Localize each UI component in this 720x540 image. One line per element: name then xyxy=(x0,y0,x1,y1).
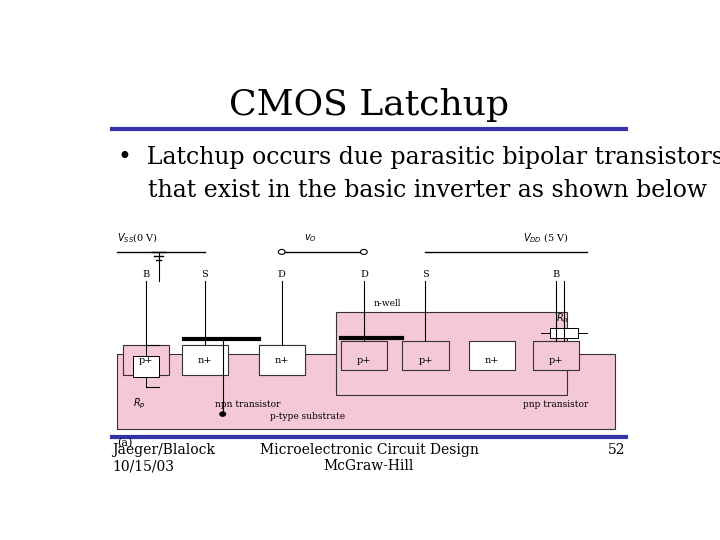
Bar xyxy=(133,356,158,377)
Text: B: B xyxy=(553,271,560,279)
Text: n-well: n-well xyxy=(373,299,401,308)
Text: pnp transistor: pnp transistor xyxy=(523,400,588,409)
Text: p+: p+ xyxy=(356,355,371,364)
Text: n+: n+ xyxy=(274,355,289,364)
Text: $R_p$: $R_p$ xyxy=(133,396,145,411)
Bar xyxy=(258,346,305,375)
Text: that exist in the basic inverter as shown below: that exist in the basic inverter as show… xyxy=(118,179,707,202)
Text: $V_{DD}$ (5 V): $V_{DD}$ (5 V) xyxy=(523,232,569,245)
Circle shape xyxy=(220,412,225,416)
Bar xyxy=(181,346,228,375)
Text: 52: 52 xyxy=(608,443,626,457)
Text: CMOS Latchup: CMOS Latchup xyxy=(229,87,509,122)
Text: $v_O$: $v_O$ xyxy=(304,233,316,244)
Text: S: S xyxy=(422,271,429,279)
Text: S: S xyxy=(202,271,208,279)
Text: B: B xyxy=(142,271,149,279)
Bar xyxy=(402,341,449,370)
Bar xyxy=(117,354,616,429)
Text: npn transistor: npn transistor xyxy=(215,400,281,409)
Text: p+: p+ xyxy=(418,355,433,364)
Bar xyxy=(336,312,567,395)
Bar xyxy=(469,341,516,370)
Text: (a): (a) xyxy=(117,438,132,448)
Circle shape xyxy=(361,249,367,254)
Text: D: D xyxy=(360,271,368,279)
Text: p+: p+ xyxy=(549,355,564,364)
Text: $R_n$: $R_n$ xyxy=(557,312,569,325)
Text: n+: n+ xyxy=(485,355,500,364)
Bar xyxy=(341,341,387,370)
Text: D: D xyxy=(278,271,286,279)
Bar xyxy=(550,328,578,338)
Text: •  Latchup occurs due parasitic bipolar transistors: • Latchup occurs due parasitic bipolar t… xyxy=(118,146,720,169)
Text: n+: n+ xyxy=(197,355,212,364)
Text: Microelectronic Circuit Design
McGraw-Hill: Microelectronic Circuit Design McGraw-Hi… xyxy=(260,443,478,474)
Text: p-type substrate: p-type substrate xyxy=(270,411,345,421)
Circle shape xyxy=(279,249,285,254)
Text: Jaeger/Blalock
10/15/03: Jaeger/Blalock 10/15/03 xyxy=(112,443,215,474)
Text: $V_{SS}$(0 V): $V_{SS}$(0 V) xyxy=(117,232,158,245)
Bar xyxy=(534,341,580,370)
Bar xyxy=(258,346,305,375)
Text: p+: p+ xyxy=(138,355,153,364)
Bar xyxy=(122,346,168,375)
